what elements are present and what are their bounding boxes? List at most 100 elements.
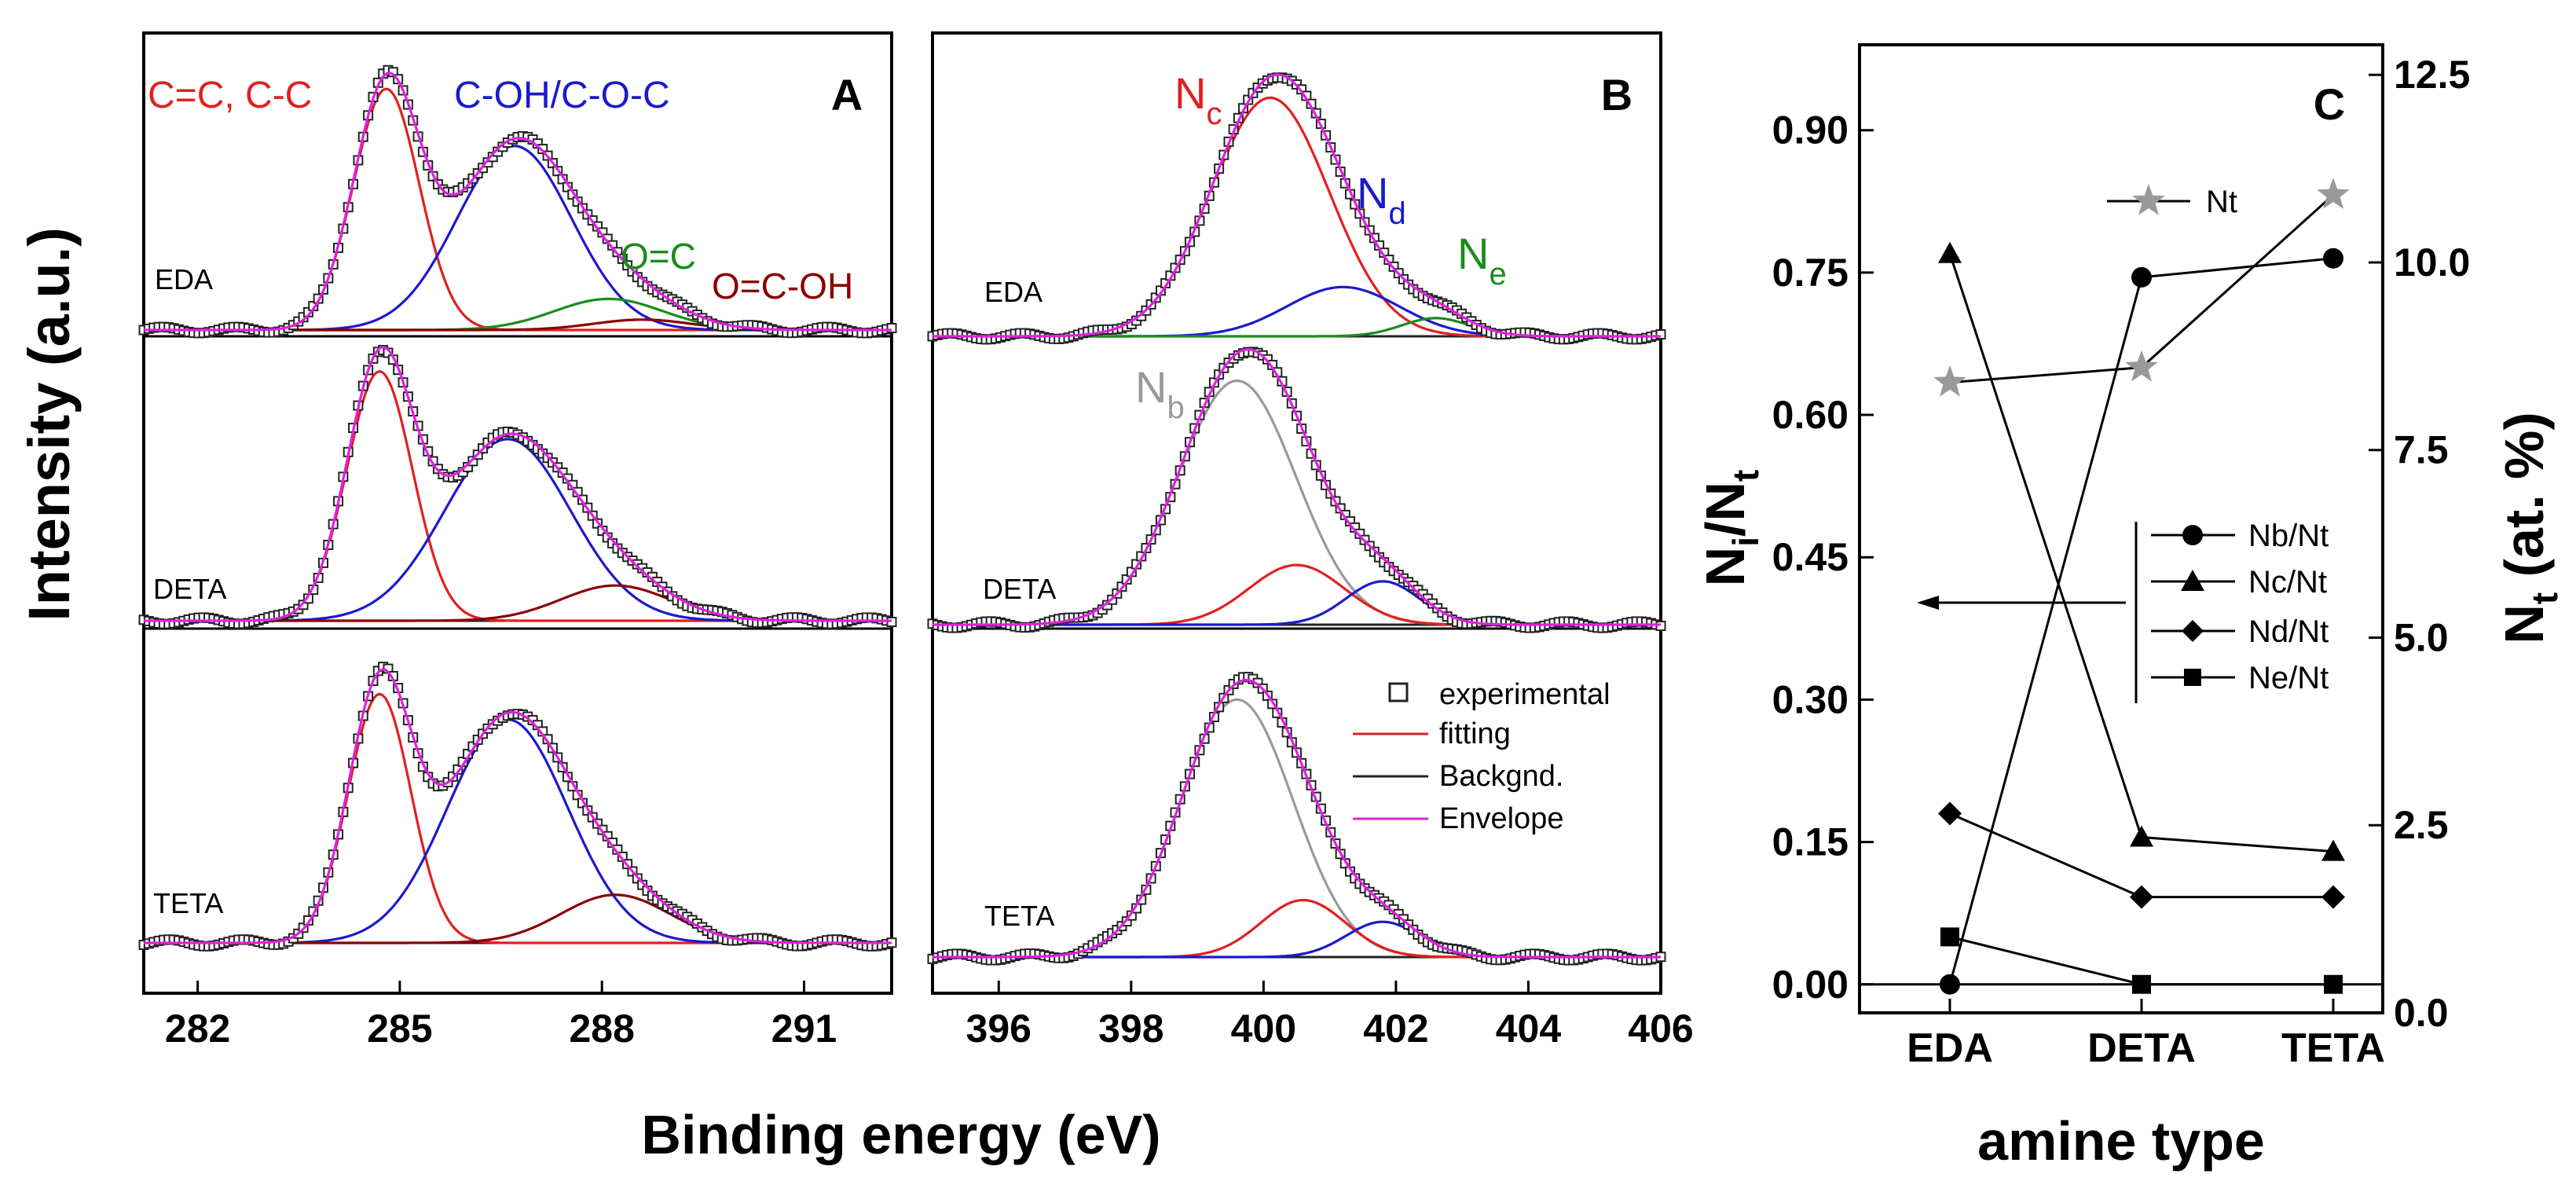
panel-a-sample-label-eda: EDA: [155, 263, 213, 295]
ne-nt-point: [2132, 974, 2151, 994]
ne-legend-label: Ne/Nt: [2248, 661, 2329, 695]
panel-c-x-axis-label: amine type: [1977, 1110, 2265, 1172]
panel-a-x-tick-label: 285: [367, 1007, 432, 1051]
nc-nt-point: [2130, 825, 2153, 847]
left-y-tick-label: 0.30: [1772, 677, 1849, 721]
legend-experimental-marker: [1388, 682, 1409, 702]
nb-nt-point: [2323, 248, 2343, 269]
panel-b-sample-label-deta: DETA: [983, 573, 1056, 605]
x-category-label: TETA: [2281, 1025, 2385, 1071]
experimental-point: [1655, 329, 1666, 340]
panel-a-envelope-teta: [144, 668, 892, 944]
left-y-tick-label: 0.15: [1772, 820, 1849, 864]
right-y-tick-label: 2.5: [2394, 803, 2449, 847]
legend-experimental-label: experimental: [1439, 678, 1610, 711]
binding-energy-axis-label: Binding energy (eV): [641, 1104, 1160, 1165]
panel-b-sample-label-eda: EDA: [984, 276, 1042, 308]
cc-peak-label: C=C, C-C: [148, 75, 312, 116]
panel-c-right-axis-label: Nt (at. %): [2494, 412, 2565, 644]
nd-nt-point: [2321, 885, 2345, 909]
panel-c-plot: [1860, 178, 2383, 995]
nb-nt-point: [2131, 266, 2152, 288]
legend-envelope-label: Envelope: [1439, 802, 1563, 835]
nd-peak-label: Nd: [1357, 168, 1406, 231]
panel-a-plot: [138, 64, 897, 952]
nd-legend-marker: [2182, 620, 2204, 642]
coh-peak-label: C-OH/C-O-C: [454, 75, 670, 116]
nb-legend-label: Nb/Nt: [2248, 519, 2329, 553]
panel-a-x-tick-label: 291: [771, 1007, 837, 1051]
left-y-tick-label: 0.75: [1772, 251, 1849, 295]
right-y-tick-label: 12.5: [2394, 53, 2470, 97]
nb-legend-marker: [2182, 525, 2203, 545]
x-category-label: EDA: [1907, 1025, 1993, 1071]
series-nd-nt: [1938, 801, 2345, 909]
panel-a-envelope-deta: [144, 346, 892, 622]
panel-c-fractions: C 0.00 0.15 0.30 0.45 0.60 0.75 0.90 0.0 2.5 5.0 7…: [1695, 43, 2565, 1172]
right-y-tick-label: 5.0: [2394, 615, 2449, 659]
series-nb-nt: [1940, 248, 2343, 995]
panel-b-envelope-eda: [933, 73, 1661, 338]
nd-nt-point: [2130, 885, 2153, 909]
nb-nt-point: [1940, 974, 1960, 995]
panel-a-x-tick-label: 282: [165, 1007, 230, 1051]
panel-b-x-tick-label: 404: [1496, 1007, 1562, 1051]
right-y-tick-label: 0.0: [2394, 991, 2449, 1035]
nt-point: [2317, 178, 2350, 209]
panel-b-n1s: B 396 398 400 402 404 406 Nc Nd Ne Nb EDA DET…: [927, 31, 1694, 1051]
intensity-axis-label: Intensity (a.u.): [16, 227, 82, 622]
panel-b-frame: [931, 31, 1662, 995]
legend-background-label: Backgnd.: [1439, 760, 1563, 793]
panel-b-x-tick-label: 402: [1363, 1007, 1428, 1051]
panel-c-axes: 0.00 0.15 0.30 0.45 0.60 0.75 0.90 0.0 2.5 5.0 7.5…: [1772, 53, 2471, 1071]
left-y-tick-label: 0.00: [1772, 963, 1849, 1007]
panel-b-letter: B: [1601, 70, 1632, 119]
panel-a-letter: A: [831, 70, 863, 119]
series-nt: [1933, 178, 2350, 397]
nt-legend-star: [2132, 184, 2165, 215]
panel-b-x-axis: 396 398 400 402 404 406: [966, 981, 1694, 1051]
nc-peak-label: Nc: [1174, 68, 1222, 131]
nt-point: [1933, 365, 1966, 397]
ne-nt-point: [1940, 927, 1959, 947]
x-category-label: DETA: [2087, 1025, 2196, 1071]
right-y-tick-label: 7.5: [2394, 428, 2449, 472]
panel-a-sample-label-deta: DETA: [153, 573, 226, 605]
species-legend-arrow-head: [1917, 596, 1939, 610]
right-y-tick-label: 10.0: [2394, 240, 2470, 284]
panel-a-sample-label-teta: TETA: [153, 887, 223, 919]
ne-nt-point: [2324, 974, 2343, 994]
ne-legend-marker: [2184, 669, 2201, 686]
panel-b-legend: experimental fitting Backgnd. Envelope: [1353, 678, 1610, 835]
panel-a-envelope-eda: [144, 72, 892, 332]
left-y-tick-label: 0.45: [1772, 535, 1849, 579]
panel-b-envelope-teta: [933, 678, 1661, 959]
series-nc-nt: [1938, 241, 2345, 861]
panel-c-species-legend: Nb/Nt Nc/Nt Nd/Nt Ne/Nt: [1917, 519, 2329, 703]
left-y-tick-label: 0.90: [1772, 108, 1849, 152]
nc-nt-point: [1938, 241, 1962, 263]
nc-nt-point: [2321, 839, 2345, 861]
panel-c-nt-legend: Nt: [2107, 184, 2237, 219]
panel-b-x-tick-label: 398: [1098, 1007, 1163, 1051]
series-ne-nt: [1940, 927, 2343, 994]
panel-c-left-axis-label: Ni/Nt: [1695, 470, 1766, 587]
nt-point: [2125, 350, 2158, 382]
panel-c-frame: [1858, 43, 2384, 1014]
oc-peak-label: O=C: [621, 236, 696, 277]
panel-a-frame: [142, 31, 893, 995]
panel-a-x-tick-label: 288: [569, 1007, 634, 1051]
panel-c-letter: C: [2314, 79, 2345, 129]
nt-legend-label: Nt: [2206, 185, 2237, 219]
panel-b-x-tick-label: 406: [1628, 1007, 1693, 1051]
ne-peak-label: Ne: [1457, 229, 1507, 292]
panel-b-x-tick-label: 396: [966, 1007, 1031, 1051]
panel-b-plot: [927, 72, 1666, 966]
panel-b-envelope-deta: [933, 347, 1661, 626]
nc-legend-marker: [2181, 570, 2204, 591]
panel-b-sample-label-teta: TETA: [984, 900, 1054, 932]
nd-legend-label: Nd/Nt: [2248, 614, 2329, 649]
panel-b-x-tick-label: 400: [1231, 1007, 1296, 1051]
left-y-tick-label: 0.60: [1772, 393, 1849, 437]
